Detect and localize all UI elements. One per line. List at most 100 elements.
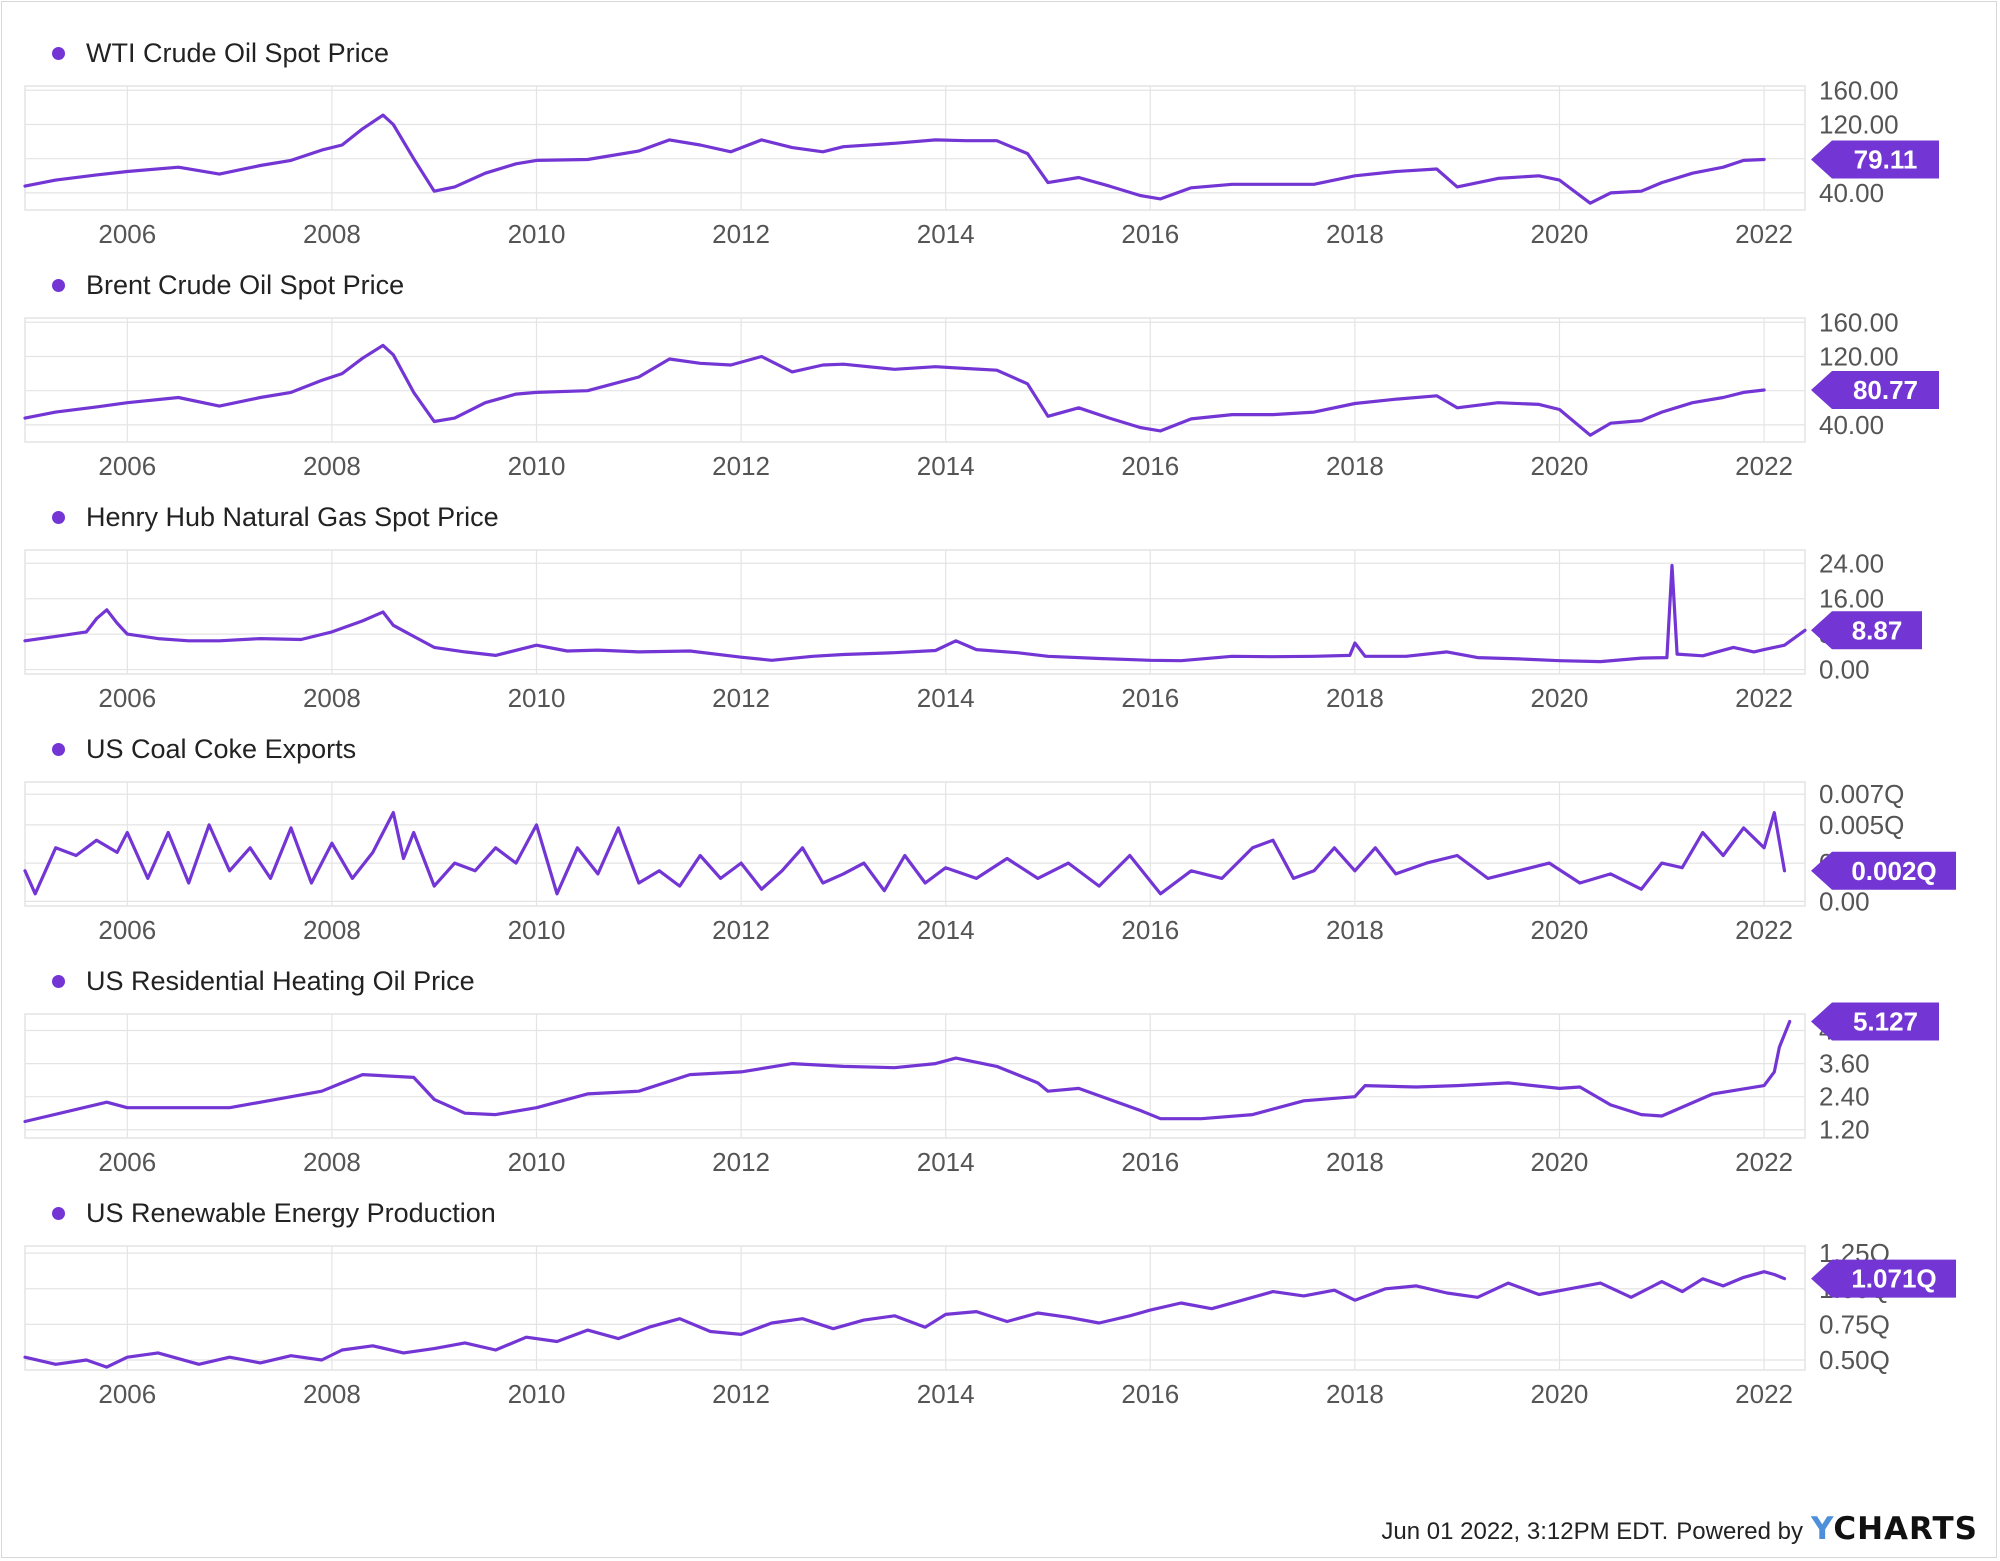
plot-area-coal-coke (24, 781, 1806, 907)
last-value-tag (1811, 1259, 1956, 1298)
last-value-label: 80.77 (1853, 375, 1918, 405)
x-tick-label: 2006 (98, 915, 156, 945)
x-tick-label: 2022 (1735, 451, 1793, 481)
x-tick-label: 2008 (303, 683, 361, 713)
x-tick-label: 2022 (1735, 915, 1793, 945)
last-value-tag (1811, 371, 1939, 410)
x-tick-label: 2020 (1531, 915, 1589, 945)
x-tick-label: 2010 (508, 219, 566, 249)
x-tick-label: 2008 (303, 1147, 361, 1177)
last-value-tag (1811, 140, 1939, 179)
panel-title-renewable: US Renewable Energy Production (52, 1198, 496, 1229)
x-tick-label: 2016 (1121, 915, 1179, 945)
plot-area-renewable (24, 1245, 1806, 1371)
x-tick-label: 2018 (1326, 451, 1384, 481)
panel-title-henry-hub: Henry Hub Natural Gas Spot Price (52, 502, 499, 533)
y-tick-label: 160.00 (1819, 307, 1899, 337)
x-tick-label: 2018 (1326, 683, 1384, 713)
x-tick-label: 2010 (508, 1147, 566, 1177)
x-tick-label: 2006 (98, 683, 156, 713)
panel-title-label: Henry Hub Natural Gas Spot Price (86, 502, 499, 532)
x-tick-label: 2022 (1735, 219, 1793, 249)
x-tick-label: 2020 (1531, 1379, 1589, 1409)
y-tick-label: 160.00 (1819, 75, 1899, 105)
x-tick-label: 2012 (712, 1379, 770, 1409)
x-tick-label: 2022 (1735, 1379, 1793, 1409)
x-tick-label: 2020 (1531, 451, 1589, 481)
x-tick-label: 2012 (712, 451, 770, 481)
ycharts-logo-y: Y (1811, 1511, 1834, 1547)
last-value-label: 0.002Q (1851, 856, 1936, 886)
last-value-tag (1811, 1002, 1939, 1041)
last-value-label: 1.071Q (1851, 1264, 1936, 1294)
last-value-label: 79.11 (1854, 144, 1918, 174)
x-tick-label: 2022 (1735, 1147, 1793, 1177)
x-tick-label: 2008 (303, 1379, 361, 1409)
ycharts-logo[interactable]: YCHARTS (1811, 1511, 1978, 1547)
x-tick-label: 2018 (1326, 915, 1384, 945)
plot-area-wti (24, 85, 1806, 211)
ycharts-logo-rest: CHARTS (1833, 1511, 1978, 1547)
y-tick-label: 24.00 (1819, 548, 1884, 578)
y-tick-label: 1.20 (1819, 1115, 1870, 1145)
plot-area-henry-hub (24, 549, 1806, 675)
plot-area-brent (24, 317, 1806, 443)
panel-title-wti: WTI Crude Oil Spot Price (52, 38, 389, 69)
x-tick-label: 2018 (1326, 1147, 1384, 1177)
legend-dot (52, 1207, 65, 1220)
y-tick-label: 16.00 (1819, 584, 1884, 614)
legend-dot (52, 975, 65, 988)
panel-title-brent: Brent Crude Oil Spot Price (52, 270, 404, 301)
series-line-brent (23, 343, 1766, 437)
x-tick-label: 2014 (917, 1379, 975, 1409)
x-tick-label: 2010 (508, 1379, 566, 1409)
y-tick-label: 120.00 (1819, 109, 1899, 139)
last-value-label: 5.127 (1853, 1007, 1918, 1037)
x-tick-label: 2020 (1531, 219, 1589, 249)
x-tick-label: 2016 (1121, 683, 1179, 713)
x-tick-label: 2014 (917, 683, 975, 713)
x-tick-label: 2012 (712, 219, 770, 249)
panel-title-label: Brent Crude Oil Spot Price (86, 270, 405, 300)
footer: Jun 01 2022, 3:12PM EDT. Powered by YCHA… (1381, 1511, 1978, 1547)
x-tick-label: 2006 (98, 1147, 156, 1177)
x-tick-label: 2014 (917, 915, 975, 945)
y-tick-label: 0.005Q (1819, 810, 1904, 840)
panel-title-heating-oil: US Residential Heating Oil Price (52, 966, 475, 997)
x-tick-label: 2014 (917, 219, 975, 249)
x-tick-label: 2018 (1326, 1379, 1384, 1409)
series-line-wti (23, 113, 1766, 205)
y-tick-label: 0.75Q (1819, 1309, 1890, 1339)
y-tick-label: 0.007Q (1819, 779, 1904, 809)
x-tick-label: 2008 (303, 219, 361, 249)
panel-title-coal-coke: US Coal Coke Exports (52, 734, 356, 765)
x-tick-label: 2006 (98, 219, 156, 249)
x-tick-label: 2006 (98, 451, 156, 481)
legend-dot (52, 47, 65, 60)
x-tick-label: 2008 (303, 451, 361, 481)
x-tick-label: 2008 (303, 915, 361, 945)
x-tick-label: 2018 (1326, 219, 1384, 249)
y-tick-label: 0.50Q (1819, 1345, 1890, 1375)
x-tick-label: 2010 (508, 683, 566, 713)
x-tick-label: 2014 (917, 451, 975, 481)
plot-area-heating-oil (24, 1013, 1806, 1139)
y-tick-label: 40.00 (1819, 410, 1884, 440)
x-tick-label: 2012 (712, 1147, 770, 1177)
legend-dot (52, 743, 65, 756)
legend-dot (52, 279, 65, 292)
last-value-label: 8.87 (1852, 615, 1903, 645)
y-tick-label: 0.00 (1819, 886, 1870, 916)
x-tick-label: 2022 (1735, 683, 1793, 713)
series-line-heating-oil (23, 1019, 1792, 1124)
footer-timestamp: Jun 01 2022, 3:12PM EDT. (1381, 1518, 1669, 1545)
x-tick-label: 2016 (1121, 1379, 1179, 1409)
x-tick-label: 2016 (1121, 219, 1179, 249)
panel-title-label: WTI Crude Oil Spot Price (86, 38, 390, 68)
y-tick-label: 3.60 (1819, 1049, 1870, 1079)
x-tick-label: 2010 (508, 451, 566, 481)
y-tick-label: 40.00 (1819, 178, 1884, 208)
y-tick-label: 0.00 (1819, 655, 1870, 685)
x-tick-label: 2016 (1121, 1147, 1179, 1177)
